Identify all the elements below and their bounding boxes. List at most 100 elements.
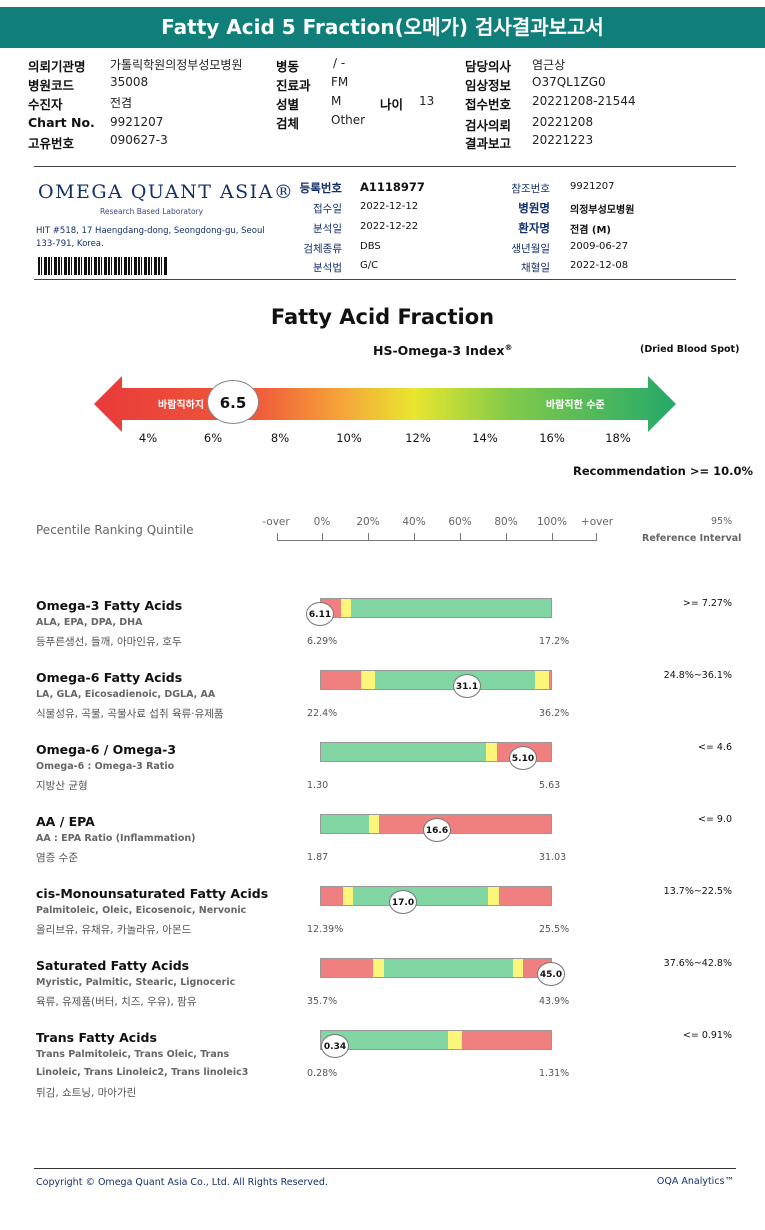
scale-tick: 8% bbox=[270, 431, 290, 445]
metric-value: 6.11 bbox=[306, 602, 334, 626]
info-label: 검사의뢰 bbox=[465, 118, 512, 133]
quintile-header: +over bbox=[580, 516, 614, 528]
metric-components: Omega-6 : Omega-3 Ratio bbox=[36, 761, 175, 772]
info-value: Other bbox=[331, 113, 366, 127]
metric-components: AA : EPA Ratio (Inflammation) bbox=[36, 833, 196, 844]
info-value: 가톨릭학원의정부성모병원 bbox=[110, 58, 243, 72]
range-segment bbox=[342, 887, 353, 905]
metric-value: 5.10 bbox=[509, 746, 537, 770]
info-label: 접수번호 bbox=[465, 97, 512, 112]
range-segment bbox=[321, 671, 361, 689]
range-segment bbox=[352, 887, 488, 905]
lab-field-value: A1118977 bbox=[360, 180, 425, 194]
metric-components: LA, GLA, Eicosadienoic, DGLA, AA bbox=[36, 689, 216, 700]
range-segment bbox=[499, 887, 551, 905]
metric-components: Linoleic, Trans Linoleic2, Trans linolei… bbox=[36, 1067, 249, 1078]
lab-field-label: 생년월일 bbox=[511, 243, 550, 255]
metric-value: 31.1 bbox=[453, 674, 481, 698]
metric-row: Saturated Fatty Acids Myristic, Palmitic,… bbox=[0, 958, 765, 1030]
info-label: 수진자 bbox=[28, 97, 63, 112]
scale-tick: 4% bbox=[138, 431, 158, 445]
info-label: 진료과 bbox=[276, 78, 311, 93]
metric-value: 17.0 bbox=[389, 890, 417, 914]
metric-value: 16.6 bbox=[423, 818, 451, 842]
quintile-axis bbox=[277, 533, 597, 541]
range-segment bbox=[513, 959, 524, 977]
ref-percent: 95% bbox=[711, 516, 733, 527]
info-value: 090627-3 bbox=[110, 133, 168, 147]
lab-field-value: 2022-12-12 bbox=[360, 201, 419, 212]
metric-min: 6.29% bbox=[307, 636, 338, 647]
range-segment bbox=[321, 815, 369, 833]
range-segment bbox=[321, 743, 486, 761]
range-segment bbox=[461, 1031, 551, 1049]
metric-max: 5.63 bbox=[539, 780, 561, 791]
info-label: 담당의사 bbox=[465, 59, 512, 74]
lab-field-label: 검체종류 bbox=[303, 243, 342, 255]
info-value: 9921207 bbox=[110, 115, 164, 129]
ref-interval-label: Reference Interval bbox=[642, 533, 742, 544]
info-value: M bbox=[331, 94, 342, 108]
metric-food-sources: 올리브유, 유채유, 카놀라유, 아몬드 bbox=[36, 924, 192, 936]
fraction-title: Fatty Acid Fraction bbox=[270, 305, 495, 329]
quintile-header: 0% bbox=[313, 516, 331, 528]
quintile-header: 100% bbox=[536, 516, 568, 528]
copyright: Copyright © Omega Quant Asia Co., Ltd. A… bbox=[36, 1177, 328, 1188]
info-label: 병동 bbox=[276, 59, 300, 74]
scale-tick: 18% bbox=[605, 431, 631, 445]
lab-field-label: 참조번호 bbox=[511, 183, 550, 195]
metric-food-sources: 식물성유, 곡물, 곡물사료 섭취 육류·유제품 bbox=[36, 708, 224, 720]
metric-components: Palmitoleic, Oleic, Eicosenoic, Nervonic bbox=[36, 905, 247, 916]
range-segment bbox=[321, 887, 343, 905]
scale-tick: 12% bbox=[405, 431, 431, 445]
sample-type: (Dried Blood Spot) bbox=[640, 344, 740, 355]
range-segment bbox=[321, 1031, 448, 1049]
metric-max: 31.03 bbox=[539, 852, 567, 863]
info-label: 결과보고 bbox=[465, 136, 512, 151]
metric-value: 45.0 bbox=[537, 962, 565, 986]
lab-header: OMEGA QUANT ASIA® Research Based Laborat… bbox=[34, 166, 736, 280]
metric-food-sources: 등푸른생선, 들깨, 아마인유, 호두 bbox=[36, 636, 182, 648]
metric-min: 0.28% bbox=[307, 1068, 338, 1079]
quintile-header: 60% bbox=[448, 516, 472, 528]
index-title: HS-Omega-3 Index® bbox=[373, 343, 513, 359]
metric-components: Trans Palmitoleic, Trans Oleic, Trans bbox=[36, 1049, 230, 1060]
metric-row: Omega-3 Fatty Acids ALA, EPA, DPA, DHA 등푸른… bbox=[0, 598, 765, 670]
info-label: 고유번호 bbox=[28, 136, 75, 151]
arrow-left-text: 바람직하지 bbox=[158, 400, 204, 411]
info-value: / - bbox=[333, 56, 346, 70]
metric-food-sources: 지방산 균형 bbox=[36, 780, 88, 792]
metric-row: cis-Monounsaturated Fatty Acids Palmitole… bbox=[0, 886, 765, 958]
company-logo: OMEGA QUANT ASIA® bbox=[38, 181, 295, 203]
metric-name: Omega-6 / Omega-3 bbox=[36, 742, 177, 757]
metric-row: Omega-6 Fatty Acids LA, GLA, Eicosadienoi… bbox=[0, 670, 765, 742]
age-value: 13 bbox=[419, 94, 435, 108]
metric-reference: <= 9.0 bbox=[697, 814, 732, 825]
footer-divider bbox=[34, 1168, 736, 1169]
percentile-label: Pecentile Ranking Quintile bbox=[36, 523, 194, 537]
metric-range-bar bbox=[320, 958, 552, 978]
metric-name: Saturated Fatty Acids bbox=[36, 958, 190, 973]
metric-name: AA / EPA bbox=[36, 814, 95, 829]
info-value: 20221208 bbox=[532, 115, 594, 129]
lab-field-label: 채혈일 bbox=[521, 262, 550, 274]
metric-name: Omega-3 Fatty Acids bbox=[36, 598, 183, 613]
range-segment bbox=[321, 959, 373, 977]
quintile-header: 40% bbox=[402, 516, 426, 528]
metric-value: 0.34 bbox=[321, 1034, 349, 1058]
logo-subtitle: Research Based Laboratory bbox=[100, 207, 204, 216]
range-segment bbox=[372, 959, 385, 977]
lab-field-value: G/C bbox=[360, 260, 379, 271]
lab-field-label: 등록번호 bbox=[299, 181, 342, 195]
lab-field-value: DBS bbox=[360, 241, 381, 252]
metric-reference: 13.7%~22.5% bbox=[663, 886, 732, 897]
lab-field-label: 환자명 bbox=[518, 221, 550, 235]
range-segment bbox=[340, 599, 351, 617]
lab-field-label: 분석법 bbox=[313, 262, 342, 274]
info-label: 성별 bbox=[276, 97, 300, 112]
scale-tick: 14% bbox=[472, 431, 498, 445]
range-segment bbox=[535, 671, 550, 689]
range-segment bbox=[487, 887, 500, 905]
lab-field-value: 의정부성모병원 bbox=[570, 205, 635, 216]
info-value: 전겸 bbox=[110, 96, 133, 110]
